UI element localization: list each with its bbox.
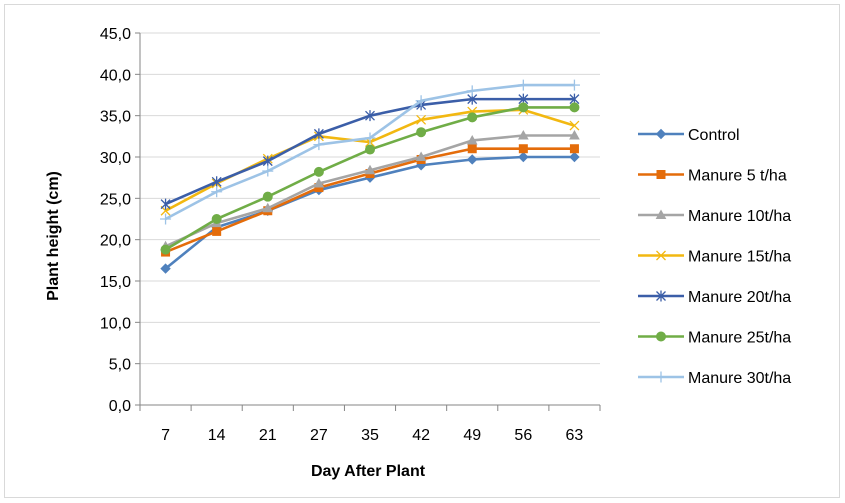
y-tick-label: 30,0 — [100, 150, 131, 167]
legend-item: Manure 15t/ha — [638, 249, 791, 266]
legend-label: Control — [688, 127, 740, 144]
data-point — [211, 214, 222, 224]
data-point — [160, 198, 171, 210]
data-point — [656, 290, 666, 302]
x-axis-title: Day After Plant — [311, 463, 426, 480]
data-point — [655, 209, 667, 219]
chart-frame — [4, 4, 840, 498]
legend-item: Manure 5 t/ha — [638, 168, 787, 185]
data-point — [568, 79, 580, 91]
data-point — [466, 134, 478, 145]
data-point — [262, 165, 274, 177]
legend-item: Manure 30t/ha — [638, 370, 791, 387]
data-point — [211, 186, 223, 198]
y-tick-label: 5,0 — [109, 357, 131, 374]
data-point — [262, 191, 273, 202]
data-point — [160, 244, 171, 255]
data-point — [160, 263, 171, 274]
y-tick-label: 40,0 — [100, 67, 131, 84]
gridlines — [140, 32, 600, 406]
data-point — [416, 114, 427, 125]
x-tick-label: 14 — [208, 427, 226, 444]
y-tick-label: 15,0 — [100, 274, 131, 291]
legend-label: Manure 20t/ha — [688, 289, 791, 306]
x-tick-label: 49 — [463, 427, 481, 444]
series-line — [165, 147, 575, 254]
data-point — [569, 102, 580, 113]
x-tick-label: 56 — [514, 427, 532, 444]
legend: Control Manure 5 t/ha Manure 10t/ha Manure … — [638, 127, 791, 387]
series-4 — [160, 93, 580, 210]
data-point — [518, 144, 528, 154]
data-point — [655, 128, 667, 140]
data-point — [364, 164, 376, 175]
data-point — [313, 177, 325, 188]
y-tick-label: 45,0 — [100, 26, 131, 43]
legend-label: Manure 25t/ha — [688, 330, 791, 347]
y-tick-label: 20,0 — [100, 233, 131, 250]
y-tick-labels: 0,0 5,0 10,0 15,0 20,0 25,0 30,0 35,0 40,0 45,0 — [100, 26, 131, 415]
x-tick-label: 63 — [566, 427, 584, 444]
data-point — [518, 151, 529, 163]
data-point — [365, 144, 375, 155]
data-point — [365, 110, 375, 122]
data-point — [211, 176, 222, 188]
y-tick-label: 35,0 — [100, 109, 131, 126]
data-point — [517, 129, 529, 140]
data-point — [467, 154, 478, 165]
legend-label: Manure 30t/ha — [688, 370, 791, 387]
x-tick-label: 21 — [259, 427, 277, 444]
series-5 — [160, 102, 580, 255]
data-point — [569, 120, 580, 131]
x-tick-label: 42 — [412, 427, 430, 444]
legend-label: Manure 5 t/ha — [688, 168, 787, 185]
series-lines — [160, 79, 580, 274]
x-tick-label: 35 — [361, 427, 379, 444]
data-point — [656, 331, 666, 342]
data-point — [656, 250, 666, 261]
data-point — [212, 226, 222, 236]
series-line — [164, 108, 575, 212]
data-point — [415, 151, 427, 161]
data-point — [313, 166, 324, 177]
legend-item: Manure 25t/ha — [638, 330, 791, 347]
y-axis-title: Plant height (cm) — [45, 171, 62, 301]
data-point — [569, 151, 580, 163]
data-point — [415, 95, 427, 107]
data-point — [160, 213, 172, 225]
x-tick-labels: 7 14 21 27 35 42 49 56 63 — [161, 427, 583, 444]
data-point — [656, 170, 666, 179]
data-point — [517, 79, 529, 91]
legend-label: Manure 10t/ha — [688, 208, 791, 225]
y-tick-label: 10,0 — [100, 315, 131, 332]
data-point — [416, 127, 427, 138]
data-point — [262, 202, 274, 213]
y-tick-label: 25,0 — [100, 191, 131, 208]
data-point — [313, 139, 325, 151]
data-point — [313, 128, 324, 140]
data-point — [569, 144, 579, 154]
data-point — [467, 144, 477, 154]
legend-item: Manure 20t/ha — [638, 289, 791, 306]
data-point — [364, 132, 376, 144]
x-tick-label: 7 — [161, 427, 170, 444]
legend-item: Control — [638, 127, 740, 144]
legend-item: Manure 10t/ha — [638, 208, 791, 225]
x-tick-label: 27 — [310, 427, 328, 444]
data-point — [466, 85, 478, 97]
axes — [135, 32, 601, 411]
data-point — [569, 129, 580, 140]
data-point — [467, 112, 478, 123]
series-2 — [160, 129, 580, 251]
y-tick-label: 0,0 — [109, 398, 131, 415]
legend-label: Manure 15t/ha — [688, 249, 791, 266]
data-point — [262, 155, 273, 167]
data-point — [655, 371, 667, 383]
data-point — [518, 102, 529, 113]
series-6 — [160, 79, 580, 225]
